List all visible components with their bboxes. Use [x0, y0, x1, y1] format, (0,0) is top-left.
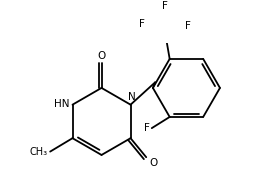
Text: F: F — [185, 21, 191, 31]
Text: O: O — [149, 158, 157, 168]
Text: CH₃: CH₃ — [30, 147, 48, 157]
Text: N: N — [128, 92, 136, 102]
Text: F: F — [139, 19, 144, 29]
Text: O: O — [97, 51, 106, 61]
Text: HN: HN — [54, 99, 69, 109]
Text: F: F — [144, 123, 150, 133]
Text: F: F — [162, 1, 168, 11]
